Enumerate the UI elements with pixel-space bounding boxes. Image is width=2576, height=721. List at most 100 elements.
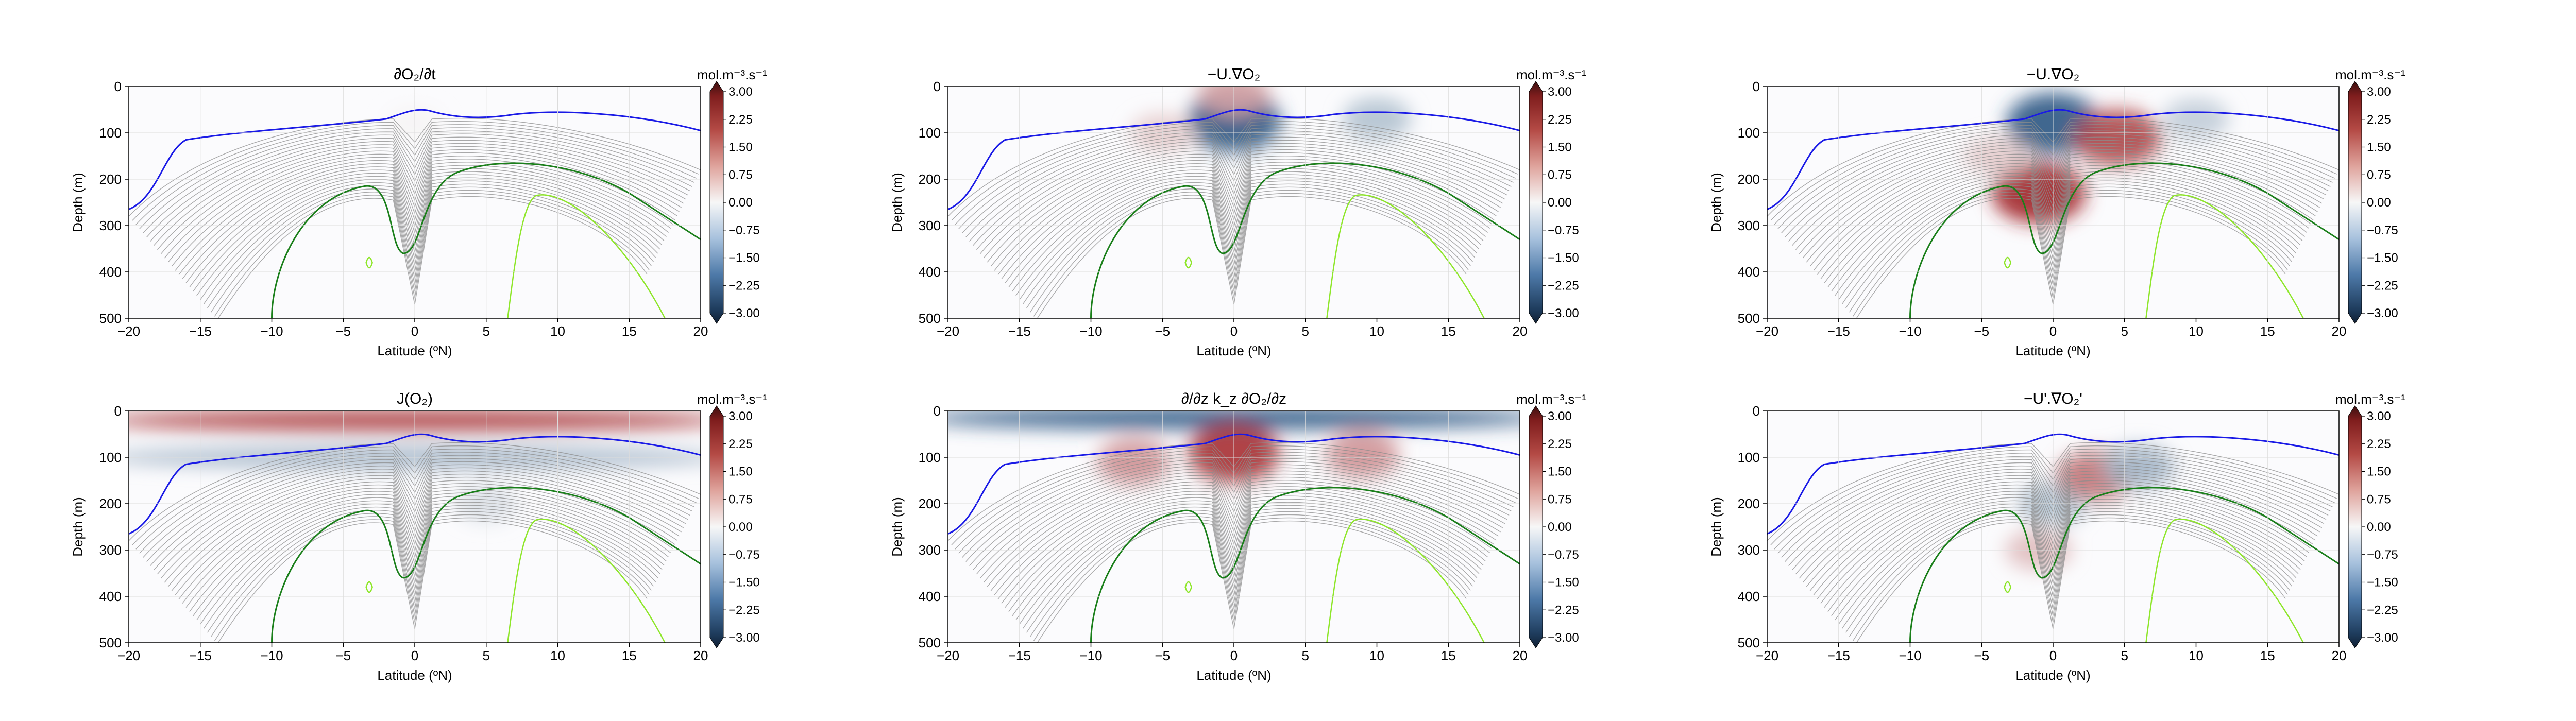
x-tick-label: 5 [1302, 648, 1309, 663]
x-axis-label: Latitude (ºN) [377, 343, 452, 358]
y-tick-label: 300 [99, 218, 122, 233]
x-tick-label: 5 [483, 648, 490, 663]
x-tick-label: −20 [117, 323, 140, 339]
isoline [976, 143, 1503, 250]
grid [1767, 411, 2339, 643]
isoline [1026, 186, 1473, 308]
colorbar-tick-label: 0.75 [2367, 168, 2391, 182]
isoline [965, 133, 1510, 237]
isoline [204, 183, 656, 304]
grid [129, 411, 701, 643]
isoline [1845, 186, 2292, 308]
y-tick-label: 400 [919, 264, 941, 280]
x-tick-label: −20 [1756, 648, 1778, 663]
isoline [1799, 470, 2320, 579]
isoline [1029, 514, 1471, 637]
colorbar-tick-label: 3.00 [1548, 409, 1572, 423]
isoline-small-lime [365, 256, 373, 269]
isoline [1852, 517, 2288, 641]
isoline [976, 467, 1503, 575]
grid [948, 87, 1520, 318]
x-tick-label: 0 [411, 648, 418, 663]
heatmap-feature [1963, 136, 2028, 176]
colorbar-tick-label: 0.00 [1548, 520, 1572, 534]
colorbar-tick-label: −0.75 [728, 224, 760, 237]
y-tick-label: 0 [114, 79, 122, 94]
colorbar-tick-label: −2.25 [728, 279, 760, 293]
x-tick-label: 20 [2332, 323, 2347, 339]
x-tick-label: −15 [1008, 648, 1031, 663]
x-tick-label: −5 [335, 323, 351, 339]
isoline [962, 130, 1512, 233]
x-tick-label: 10 [550, 323, 565, 339]
y-tick-label: 100 [99, 450, 122, 465]
isoline [1788, 136, 2327, 242]
y-tick-label: 200 [1738, 171, 1760, 187]
isoline [1856, 196, 2286, 318]
colorbar-tick-label: 3.00 [1548, 85, 1572, 99]
panel-4: −20 −15 −10 −5 0 5 10 15 200100200300400500Latit… [70, 390, 767, 683]
isoline [973, 464, 1505, 571]
colorbar [2348, 405, 2362, 648]
isoline [204, 508, 656, 629]
colorbar-unit: mol.m⁻³.s⁻¹ [1516, 391, 1586, 407]
isoline [1785, 133, 2329, 237]
panel-1: −20 −15 −10 −5 0 5 10 15 200100200300400500Latit… [70, 66, 767, 358]
isoline [965, 458, 1510, 562]
isoline-small-lime [2004, 581, 2011, 593]
x-axis-label: Latitude (ºN) [2015, 667, 2090, 683]
y-tick-label: 0 [934, 79, 941, 94]
panel-5: −20 −15 −10 −5 0 5 10 15 200100200300400500Latit… [889, 390, 1586, 683]
colorbar-tick-label: 2.25 [2367, 113, 2391, 127]
isoline [1785, 458, 2329, 562]
isoline [154, 140, 686, 246]
colorbar-tick-label: −3.00 [1548, 306, 1579, 320]
colorbar-tick-label: −2.25 [1548, 603, 1579, 617]
isoline [1788, 461, 2327, 566]
isoline [1795, 467, 2323, 575]
x-tick-label: −5 [1155, 648, 1170, 663]
y-tick-label: 100 [919, 125, 941, 141]
colorbar-tick-label: 0.00 [2367, 196, 2391, 210]
colorbar-tick-label: −1.50 [1548, 251, 1579, 265]
isoline [143, 455, 692, 558]
colorbar-tick-label: 0.00 [728, 520, 753, 534]
x-axis-label: Latitude (ºN) [1196, 343, 1271, 358]
y-tick-label: 200 [99, 496, 122, 511]
colorbar-tick-label: −2.25 [2367, 603, 2398, 617]
isoline [1019, 180, 1478, 300]
x-tick-label: 20 [693, 323, 708, 339]
isoline [1799, 146, 2320, 254]
isoline [214, 193, 650, 317]
isoline [1792, 464, 2325, 571]
y-tick-label: 400 [919, 589, 941, 604]
x-tick-label: −10 [1079, 648, 1102, 663]
x-tick-label: 15 [1441, 648, 1456, 663]
colorbar-tick-label: 1.50 [728, 465, 753, 479]
y-axis-label: Depth (m) [70, 173, 86, 232]
x-axis-label: Latitude (ºN) [377, 667, 452, 683]
isoline [1023, 508, 1476, 629]
colorbar-tick-label: −1.50 [1548, 576, 1579, 590]
x-tick-label: 5 [483, 323, 490, 339]
colorbar-tick-label: 0.00 [1548, 196, 1572, 210]
y-tick-label: 300 [99, 542, 122, 558]
isoline [1838, 505, 2297, 625]
isoline [1845, 511, 2292, 633]
isoline [150, 461, 688, 566]
colorbar-tick-label: 2.25 [728, 437, 753, 451]
x-tick-label: −5 [1974, 648, 1989, 663]
y-tick-label: 400 [1738, 264, 1760, 280]
x-tick-label: 15 [1441, 323, 1456, 339]
grid [129, 87, 701, 318]
grid [1767, 87, 2339, 318]
colorbar-tick-label: −3.00 [728, 306, 760, 320]
x-tick-label: 0 [411, 323, 418, 339]
y-tick-label: 300 [919, 542, 941, 558]
panel-title: ∂/∂z k_z ∂O₂/∂z [1181, 390, 1286, 407]
panel-title: −U'.∇O₂' [2024, 390, 2082, 407]
x-tick-label: 0 [2049, 648, 2057, 663]
x-tick-label: −5 [1974, 323, 1989, 339]
y-tick-label: 0 [114, 403, 122, 419]
